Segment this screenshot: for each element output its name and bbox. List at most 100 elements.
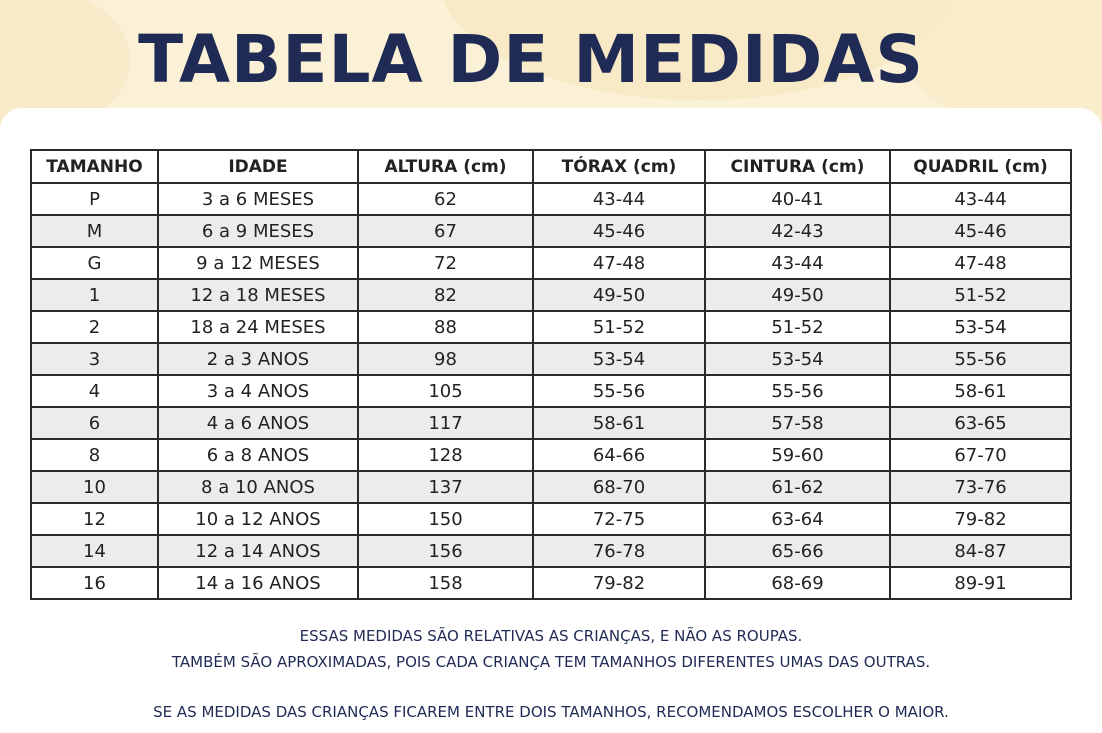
cell-hip: 89-91 xyxy=(889,566,1072,600)
cell-size: P xyxy=(30,182,159,216)
header-idade: IDADE xyxy=(157,149,359,184)
cell-hip: 45-46 xyxy=(889,214,1072,248)
cell-size: M xyxy=(30,214,159,248)
note-line-3: SE AS MEDIDAS DAS CRIANÇAS FICAREM ENTRE… xyxy=(153,703,949,721)
table-row: 14 12 a 14 ANOS 156 76-78 65-66 84-87 xyxy=(30,534,1072,568)
cell-chest: 68-70 xyxy=(532,470,706,504)
size-chart-table: TAMANHO IDADE ALTURA (cm) TÓRAX (cm) CIN… xyxy=(30,149,1072,600)
cell-hip: 51-52 xyxy=(889,278,1072,312)
cell-waist: 68-69 xyxy=(704,566,891,600)
cell-age: 6 a 9 MESES xyxy=(157,214,359,248)
cell-height: 88 xyxy=(357,310,534,344)
cell-age: 14 a 16 ANOS xyxy=(157,566,359,600)
cell-height: 72 xyxy=(357,246,534,280)
cell-size: 16 xyxy=(30,566,159,600)
cell-height: 117 xyxy=(357,406,534,440)
cell-hip: 55-56 xyxy=(889,342,1072,376)
notes: ESSAS MEDIDAS SÃO RELATIVAS AS CRIANÇAS,… xyxy=(0,623,1102,725)
cell-size: 2 xyxy=(30,310,159,344)
content-card: TAMANHO IDADE ALTURA (cm) TÓRAX (cm) CIN… xyxy=(0,108,1102,733)
cell-waist: 42-43 xyxy=(704,214,891,248)
cell-chest: 43-44 xyxy=(532,182,706,216)
cell-age: 18 a 24 MESES xyxy=(157,310,359,344)
cell-age: 9 a 12 MESES xyxy=(157,246,359,280)
cell-age: 10 a 12 ANOS xyxy=(157,502,359,536)
cell-waist: 51-52 xyxy=(704,310,891,344)
cell-waist: 65-66 xyxy=(704,534,891,568)
table-header-row: TAMANHO IDADE ALTURA (cm) TÓRAX (cm) CIN… xyxy=(30,149,1072,184)
cell-height: 82 xyxy=(357,278,534,312)
header: TABELA DE MEDIDAS xyxy=(0,0,1102,112)
cell-size: 6 xyxy=(30,406,159,440)
cell-waist: 40-41 xyxy=(704,182,891,216)
cell-age: 3 a 6 MESES xyxy=(157,182,359,216)
table-row: 10 8 a 10 ANOS 137 68-70 61-62 73-76 xyxy=(30,470,1072,504)
cell-waist: 63-64 xyxy=(704,502,891,536)
cell-hip: 47-48 xyxy=(889,246,1072,280)
cell-chest: 72-75 xyxy=(532,502,706,536)
cell-chest: 79-82 xyxy=(532,566,706,600)
cell-height: 98 xyxy=(357,342,534,376)
cell-height: 105 xyxy=(357,374,534,408)
table-row: 16 14 a 16 ANOS 158 79-82 68-69 89-91 xyxy=(30,566,1072,600)
cell-waist: 55-56 xyxy=(704,374,891,408)
cell-size: 8 xyxy=(30,438,159,472)
cell-size: 3 xyxy=(30,342,159,376)
cell-hip: 73-76 xyxy=(889,470,1072,504)
cell-size: 4 xyxy=(30,374,159,408)
cell-height: 62 xyxy=(357,182,534,216)
cell-height: 67 xyxy=(357,214,534,248)
cell-chest: 58-61 xyxy=(532,406,706,440)
cell-chest: 49-50 xyxy=(532,278,706,312)
cell-hip: 84-87 xyxy=(889,534,1072,568)
header-quadril: QUADRIL (cm) xyxy=(889,149,1072,184)
cell-age: 4 a 6 ANOS xyxy=(157,406,359,440)
cell-waist: 49-50 xyxy=(704,278,891,312)
cell-size: 1 xyxy=(30,278,159,312)
cell-age: 8 a 10 ANOS xyxy=(157,470,359,504)
header-torax: TÓRAX (cm) xyxy=(532,149,706,184)
cell-size: 14 xyxy=(30,534,159,568)
note-line-2: TAMBÉM SÃO APROXIMADAS, POIS CADA CRIANÇ… xyxy=(171,653,931,671)
cell-age: 2 a 3 ANOS xyxy=(157,342,359,376)
header-tamanho: TAMANHO xyxy=(30,149,159,184)
cell-waist: 59-60 xyxy=(704,438,891,472)
cell-hip: 67-70 xyxy=(889,438,1072,472)
header-altura: ALTURA (cm) xyxy=(357,149,534,184)
cell-height: 137 xyxy=(357,470,534,504)
cell-height: 128 xyxy=(357,438,534,472)
cell-waist: 61-62 xyxy=(704,470,891,504)
table-row: 12 10 a 12 ANOS 150 72-75 63-64 79-82 xyxy=(30,502,1072,536)
cell-size: 12 xyxy=(30,502,159,536)
cell-height: 158 xyxy=(357,566,534,600)
cell-waist: 43-44 xyxy=(704,246,891,280)
table-row: 2 18 a 24 MESES 88 51-52 51-52 53-54 xyxy=(30,310,1072,344)
cell-chest: 64-66 xyxy=(532,438,706,472)
cell-height: 150 xyxy=(357,502,534,536)
header-cintura: CINTURA (cm) xyxy=(704,149,891,184)
cell-hip: 53-54 xyxy=(889,310,1072,344)
cell-waist: 57-58 xyxy=(704,406,891,440)
cell-age: 3 a 4 ANOS xyxy=(157,374,359,408)
cell-age: 12 a 18 MESES xyxy=(157,278,359,312)
cell-chest: 53-54 xyxy=(532,342,706,376)
note-line-1: ESSAS MEDIDAS SÃO RELATIVAS AS CRIANÇAS,… xyxy=(299,627,803,645)
cell-waist: 53-54 xyxy=(704,342,891,376)
cell-hip: 63-65 xyxy=(889,406,1072,440)
cell-chest: 51-52 xyxy=(532,310,706,344)
cell-size: 10 xyxy=(30,470,159,504)
table-row: 1 12 a 18 MESES 82 49-50 49-50 51-52 xyxy=(30,278,1072,312)
cell-height: 156 xyxy=(357,534,534,568)
cell-age: 6 a 8 ANOS xyxy=(157,438,359,472)
cell-hip: 58-61 xyxy=(889,374,1072,408)
cell-age: 12 a 14 ANOS xyxy=(157,534,359,568)
cell-hip: 79-82 xyxy=(889,502,1072,536)
cell-size: G xyxy=(30,246,159,280)
page-title: TABELA DE MEDIDAS xyxy=(138,20,924,98)
